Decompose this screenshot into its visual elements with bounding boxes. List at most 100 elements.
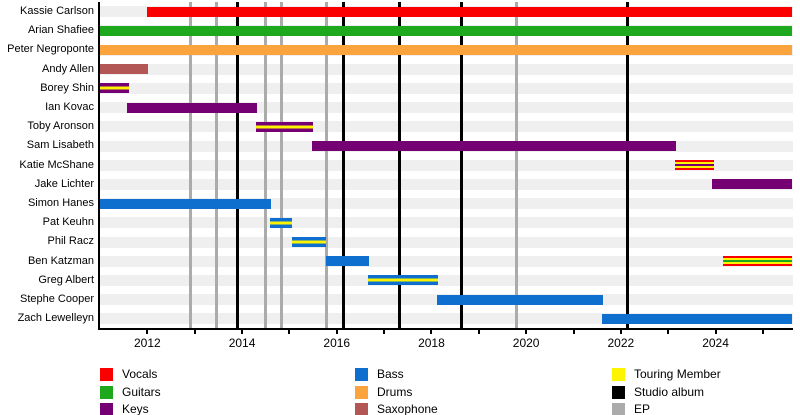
member-label: Peter Negroponte [7, 43, 94, 56]
timeline-bar [325, 256, 369, 267]
legend-swatch-vocals [100, 368, 113, 381]
member-label: Phil Racz [47, 235, 94, 248]
year-label: 2016 [323, 336, 351, 350]
timeline-bar [436, 294, 604, 305]
legend-swatch-bass [355, 368, 368, 381]
legend-swatch-album [612, 386, 625, 399]
timeline-bar [602, 313, 793, 324]
timeline-bar [100, 45, 793, 55]
legend-swatch-touring [612, 368, 625, 381]
plot-area: Kassie Carlson Arian Shafiee Peter Negropo… [7, 2, 793, 350]
timeline-bar [100, 198, 271, 209]
x-axis-line [98, 328, 793, 330]
row-track [100, 121, 793, 133]
timeline-bar [255, 121, 313, 132]
year-tick [477, 329, 480, 334]
timeline-bar [367, 275, 438, 286]
ep-release-line [325, 2, 329, 329]
member-label: Sam Lisabeth [26, 139, 94, 152]
member-label: Andy Allen [42, 62, 94, 75]
legend-label-touring: Touring Member [634, 367, 721, 381]
year-tick [288, 329, 291, 334]
row-track [100, 255, 793, 267]
ep-release-line [189, 2, 193, 329]
timeline-bar [147, 6, 793, 17]
row-track [100, 178, 793, 190]
studio-album-line [235, 2, 239, 329]
row-track [100, 236, 793, 248]
row-track [100, 217, 793, 229]
member-label: Toby Aronson [27, 120, 94, 133]
timeline-bar [291, 237, 326, 247]
member-label: Ben Katzman [27, 254, 94, 267]
member-label: Greg Albert [38, 273, 94, 286]
timeline-bar [100, 25, 793, 36]
timeline-bar [269, 217, 292, 228]
member-label: Ian Kovac [45, 101, 94, 113]
year-tick [572, 329, 575, 334]
timeline-bar [100, 64, 148, 75]
year-tick [619, 329, 622, 334]
member-label: Borey Shin [40, 81, 94, 94]
year-label: 2022 [607, 336, 635, 350]
ep-release-line [280, 2, 284, 329]
timeline-bar [126, 102, 257, 113]
legend-label-album: Studio album [634, 385, 705, 399]
year-label: 2018 [418, 336, 445, 350]
timeline-bar [100, 83, 129, 94]
row-track [100, 63, 793, 75]
member-label: Pat Keuhn [42, 216, 94, 229]
legend-label-keys: Keys [122, 402, 149, 415]
legend-label-ep: EP [634, 402, 651, 415]
legend-label-vocals: Vocals [122, 367, 158, 381]
year-label: 2020 [512, 336, 540, 350]
studio-album-line [459, 2, 463, 329]
member-label: Katie McShane [19, 158, 94, 171]
member-label: Kassie Carlson [20, 5, 94, 17]
row-track [100, 159, 793, 171]
year-tick [146, 329, 149, 334]
timeline-bar [675, 160, 715, 171]
legend-label-saxophone: Saxophone [377, 402, 438, 415]
ep-release-line [215, 2, 219, 329]
row-track [100, 102, 793, 114]
year-tick [335, 329, 338, 334]
studio-album-line [625, 2, 629, 329]
studio-album-line [398, 2, 402, 329]
legend-swatch-keys [100, 403, 113, 415]
year-tick [761, 329, 764, 334]
year-tick [241, 329, 244, 334]
row-track [100, 274, 793, 286]
ep-release-line [515, 2, 519, 329]
member-label: Jake Lichter [34, 177, 94, 190]
member-label: Simon Hanes [27, 197, 94, 209]
timeline-bar [723, 256, 793, 267]
legend-swatch-saxophone [355, 403, 368, 415]
ep-release-line [264, 2, 268, 329]
legend-label-bass: Bass [377, 367, 404, 381]
member-label: Zach Lewelleyn [17, 312, 94, 325]
year-tick [525, 329, 528, 334]
legend-swatch-guitars [100, 386, 113, 399]
studio-album-line [342, 2, 346, 329]
legend-label-drums: Drums [377, 385, 413, 399]
member-label: Arian Shafiee [27, 24, 94, 37]
row-track [100, 313, 793, 325]
year-tick [714, 329, 717, 334]
year-tick [667, 329, 670, 334]
year-label: 2012 [133, 336, 161, 350]
year-tick [383, 329, 386, 334]
legend-swatch-ep [612, 403, 625, 415]
row-track [100, 82, 793, 94]
row-track [100, 198, 793, 210]
year-label: 2024 [702, 336, 729, 350]
timeline-bar [712, 179, 793, 190]
legend-swatch-drums [355, 386, 368, 399]
y-axis-line [98, 2, 100, 330]
year-label: 2014 [228, 336, 256, 350]
member-label: Stephe Cooper [20, 293, 94, 305]
year-tick [430, 329, 433, 334]
timeline-bar [311, 141, 677, 151]
year-tick [193, 329, 196, 334]
